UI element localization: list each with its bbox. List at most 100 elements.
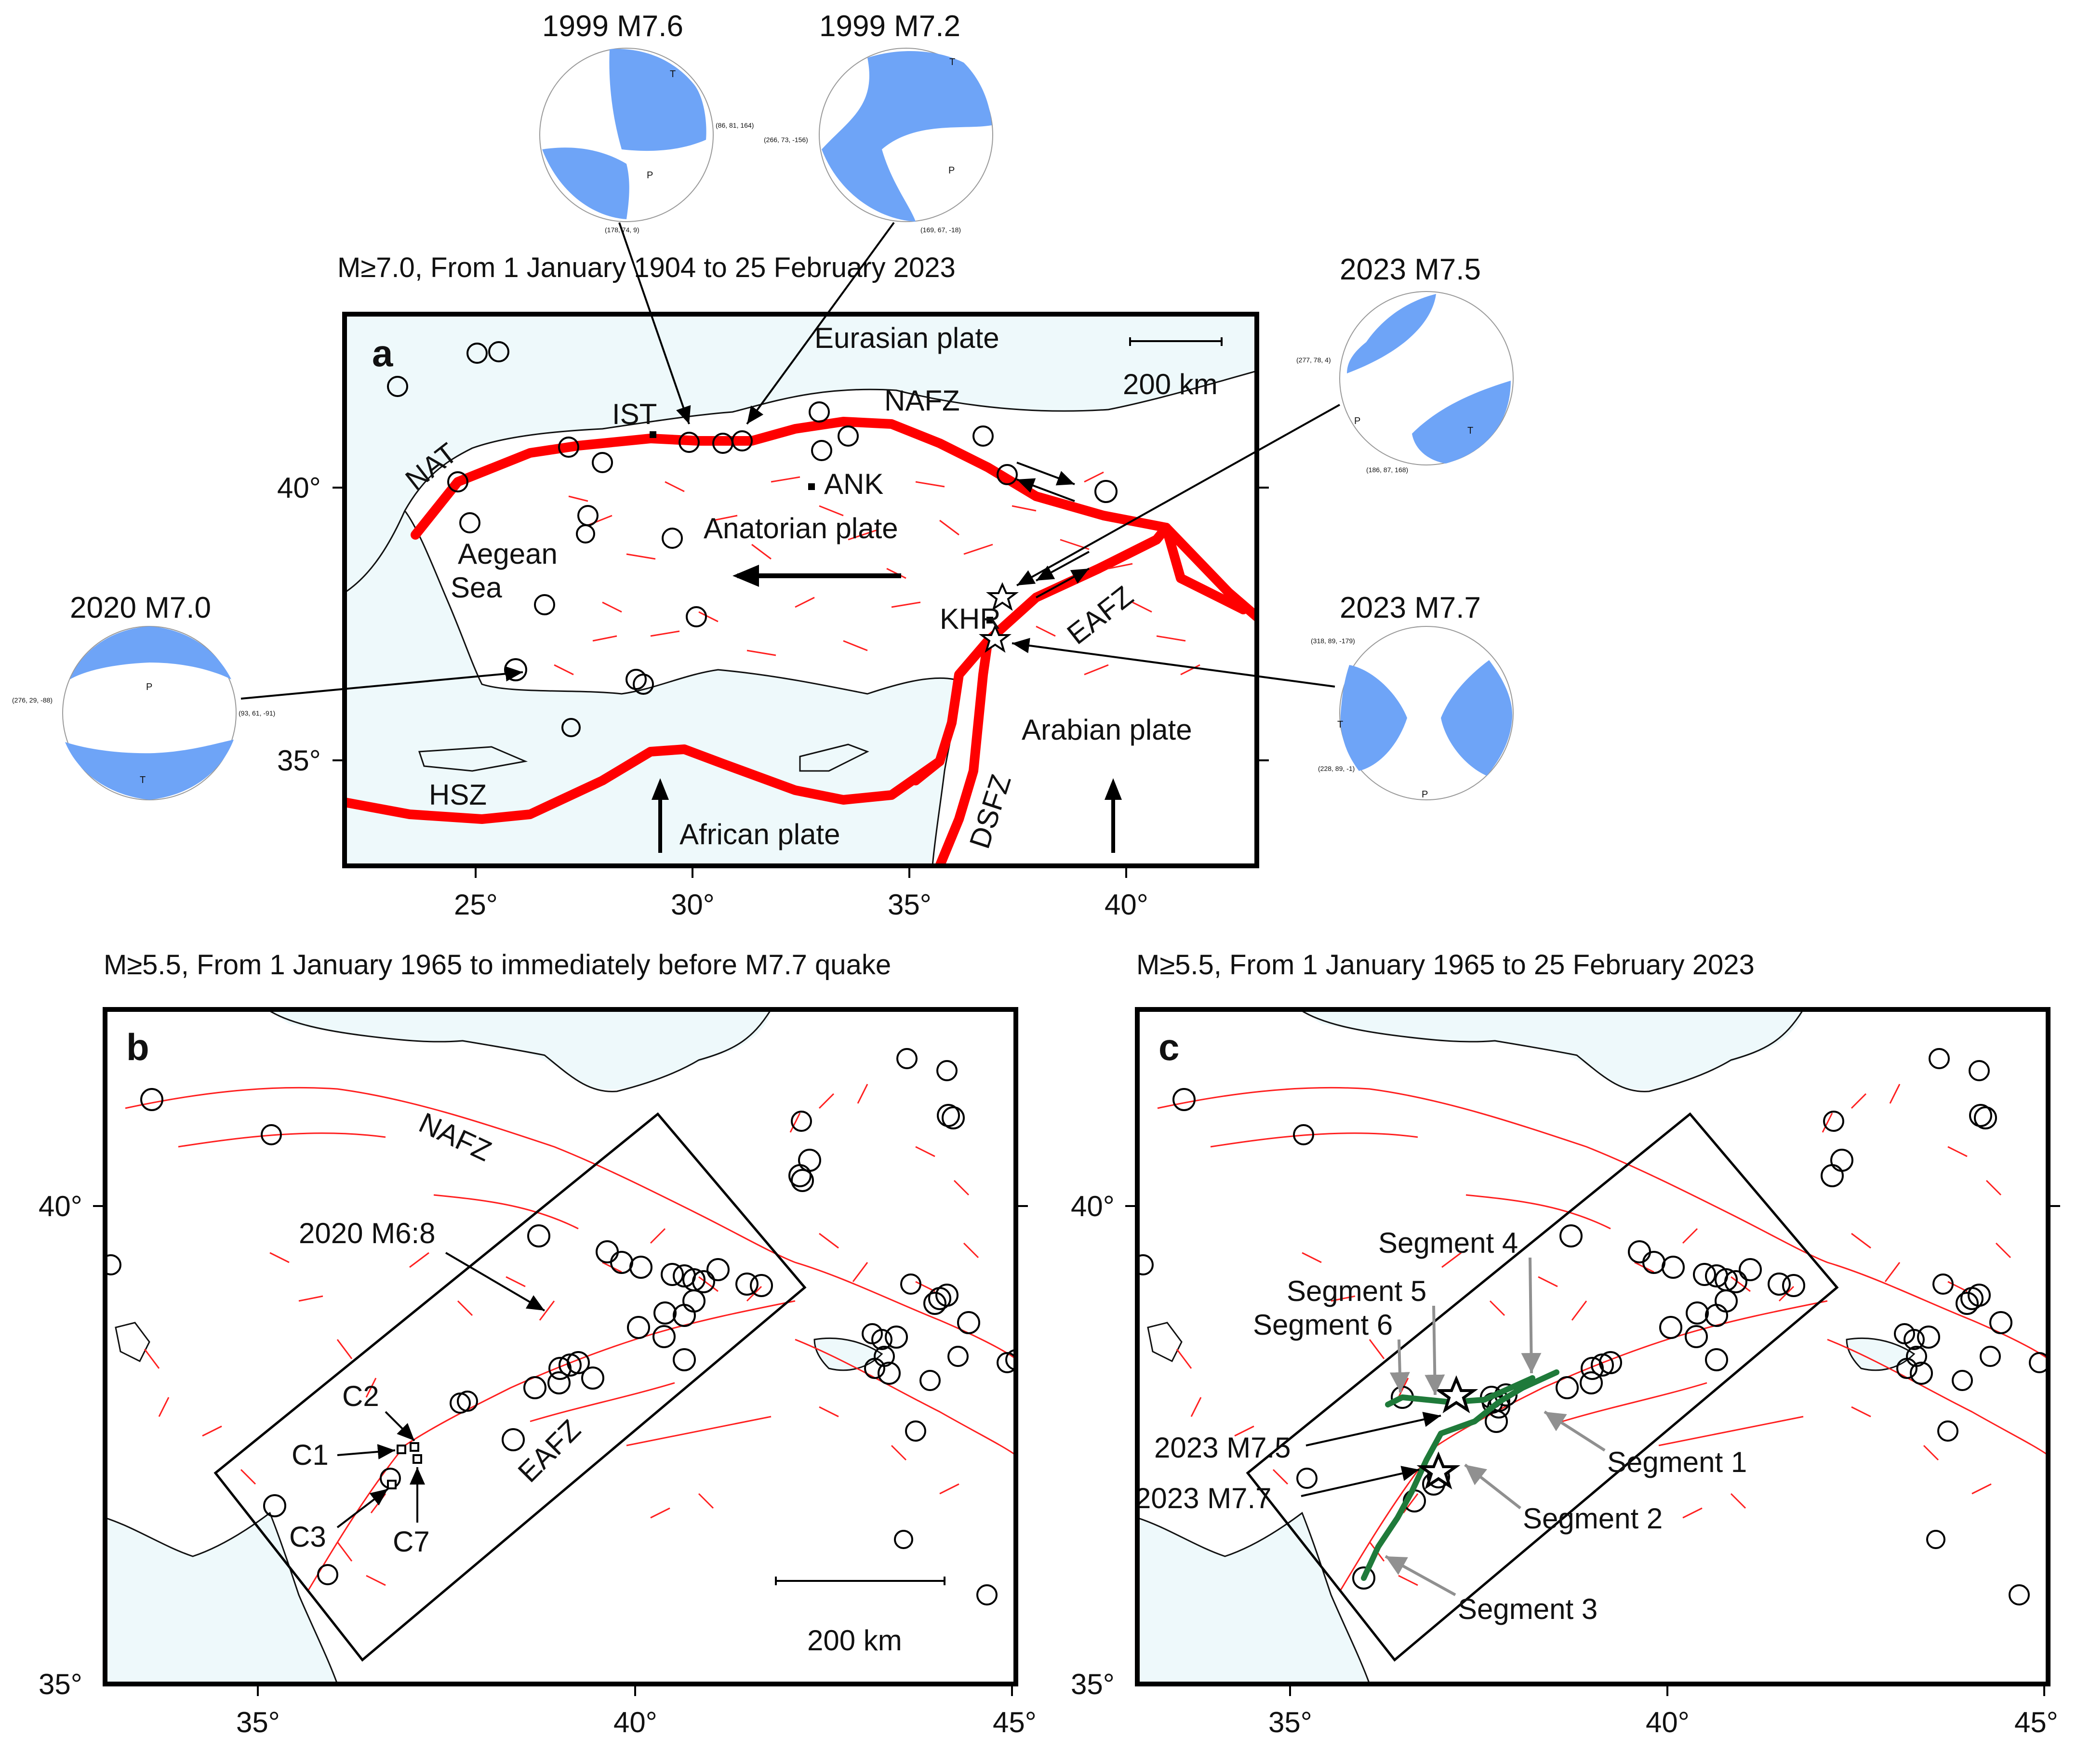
ank-marker <box>808 483 815 490</box>
bb1999b-p: P <box>948 165 955 176</box>
bb2020-t: T <box>140 775 146 785</box>
map-a-frame <box>342 312 1259 868</box>
bb2023a-np2: (186, 87, 168) <box>1366 466 1408 474</box>
bb2023b-title: 2023 M7.7 <box>1340 591 1481 624</box>
bb1999a-t: T <box>670 69 676 80</box>
minor-faults-c <box>1157 1084 2048 1591</box>
scale-label-b: 200 km <box>807 1624 902 1657</box>
bb2020-title: 2020 M7.0 <box>70 591 211 624</box>
bb1999b-title: 1999 M7.2 <box>819 10 960 43</box>
panel-letter-b: b <box>126 1026 149 1068</box>
khr-marker <box>986 617 993 623</box>
pointer-segment-2 <box>1464 1463 1521 1510</box>
quakes-b <box>105 1048 1016 1605</box>
label-2023-m75: 2023 M7.5 <box>1154 1432 1291 1464</box>
lon-tick-b-35: 35° <box>236 1706 280 1738</box>
lon-tick-a-35: 35° <box>888 889 932 921</box>
label-sea: Sea <box>451 571 502 604</box>
cluster-c3-marker <box>387 1480 397 1489</box>
panel-letter-c: c <box>1158 1026 1179 1068</box>
cluster-c2-marker <box>410 1442 419 1452</box>
lake-b <box>115 1322 150 1363</box>
lat-tick-a-35: 35° <box>277 744 321 777</box>
hellenic-subduction-zone <box>345 744 945 824</box>
bb1999b-t: T <box>949 57 955 67</box>
lat-tick-b-40: 40° <box>39 1190 82 1222</box>
bb2023a-title: 2023 M7.5 <box>1340 253 1481 286</box>
label-segment-2: Segment 2 <box>1523 1502 1663 1535</box>
bb1999b-np2: (169, 67, -18) <box>920 226 961 234</box>
label-c1: C1 <box>292 1439 329 1471</box>
label-c2: C2 <box>342 1380 379 1412</box>
panel-c: M≥5.5, From 1 January 1965 to 25 Februar… <box>1071 949 2060 1738</box>
bb2023b-pointer <box>1012 637 1335 688</box>
north-coastline <box>345 370 1257 594</box>
cluster-c7-marker <box>413 1454 422 1464</box>
bb2023a-pointer <box>1016 404 1340 586</box>
bb2020-np1: (276, 29, -88) <box>12 696 53 704</box>
panel-a-title: M≥7.0, From 1 January 1904 to 25 Februar… <box>337 252 956 283</box>
panel-b: M≥5.5, From 1 January 1965 to immediatel… <box>39 949 1037 1738</box>
pointer-segment-1 <box>1544 1410 1606 1452</box>
pointer-segment-6 <box>1389 1339 1410 1393</box>
anatolian-arrowhead-icon <box>732 565 759 587</box>
label-hsz: HSZ <box>429 779 487 811</box>
quakes-c <box>1137 1048 2048 1605</box>
lake-van-b <box>814 1338 882 1370</box>
bb1999a-title: 1999 M7.6 <box>542 10 683 43</box>
bb2023b-p: P <box>1422 789 1428 800</box>
crete-island <box>418 746 528 772</box>
bb1999a-np1: (86, 81, 164) <box>716 121 754 129</box>
lat-tick-b-35: 35° <box>39 1668 82 1700</box>
study-box-c <box>1246 1112 1839 1662</box>
beachball-2020-m70: 2020 M7.0 P T (276, 29, -88) (93, 61, -9… <box>12 591 275 800</box>
label-2020-m68: 2020 M6:8 <box>299 1217 436 1249</box>
ticks-c <box>1125 1205 2060 1696</box>
label-segment-4: Segment 4 <box>1378 1227 1518 1259</box>
label-segment-6: Segment 6 <box>1253 1309 1393 1341</box>
rupture-segments-1-3 <box>1361 1369 1559 1581</box>
lon-tick-c-40: 40° <box>1646 1706 1690 1738</box>
label-khr: KHR <box>940 603 1001 635</box>
pointer-c1 <box>337 1444 396 1459</box>
pointer-segment-4 <box>1521 1257 1542 1374</box>
label-ist: IST <box>612 398 657 430</box>
bb2023b-np2: (228, 89, -1) <box>1318 765 1355 772</box>
scale-label-a: 200 km <box>1123 368 1218 400</box>
shear-arrows <box>1016 462 1090 598</box>
lake-van-c <box>1847 1338 1914 1370</box>
bb2023a-t: T <box>1467 425 1473 436</box>
m77-star-icon <box>979 624 1012 653</box>
map-b-frame <box>103 1007 1018 1686</box>
beachball-2023-m77: 2023 M7.7 T P (318, 89, -179) (228, 89, … <box>1311 591 1514 800</box>
lon-tick-c-45: 45° <box>2014 1706 2058 1738</box>
label-c7: C7 <box>393 1525 430 1558</box>
bb1999a-p: P <box>647 170 653 181</box>
label-eurasian: Eurasian plate <box>814 322 999 354</box>
black-sea-b <box>267 1009 771 1090</box>
label-2023-m77: 2023 M7.7 <box>1135 1482 1272 1514</box>
bb2023b-t: T <box>1337 719 1343 730</box>
dead-sea-fault <box>935 636 993 866</box>
pointer-segment-3 <box>1385 1555 1456 1596</box>
label-segment-5: Segment 5 <box>1287 1275 1426 1307</box>
beachball-1999-m72: 1999 M7.2 T P (266, 73, -156) (169, 67, … <box>764 10 993 234</box>
pointer-c2 <box>385 1411 415 1442</box>
m75-star-icon <box>986 582 1019 611</box>
black-sea <box>345 314 1257 593</box>
black-sea-c <box>1300 1009 1803 1090</box>
bb1999b-pointer <box>746 222 895 425</box>
pointer-2023-m77 <box>1301 1466 1420 1497</box>
ist-marker <box>650 431 656 438</box>
beachball-1999-m76: 1999 M7.6 T P (86, 81, 164) (178, 74, 9) <box>539 10 754 234</box>
bb2020-pointer <box>240 666 523 700</box>
map-c-frame <box>1135 1007 2050 1686</box>
label-c3: C3 <box>289 1521 326 1553</box>
african-arrowhead-icon <box>652 778 669 800</box>
bb2023a-np1: (277, 78, 4) <box>1296 356 1331 364</box>
north-coast-b <box>267 1009 772 1092</box>
label-segment-3: Segment 3 <box>1458 1593 1598 1625</box>
scale-bar-a <box>1129 337 1223 346</box>
label-nafz-a: NAFZ <box>884 385 960 417</box>
map-c-body: Segment 4 Segment 5 Segment 6 Segment 1 … <box>1135 1009 2048 1684</box>
